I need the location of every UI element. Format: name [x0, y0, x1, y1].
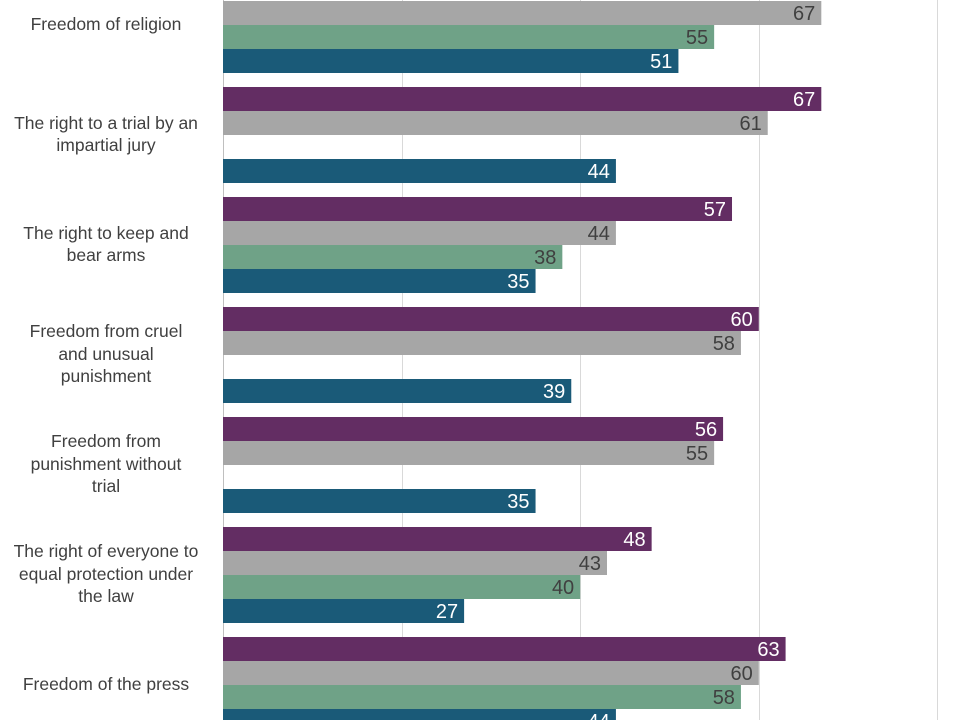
- bar-value-label: 51: [650, 51, 672, 73]
- bar-value-label: 61: [739, 113, 761, 135]
- bar-value-label: 40: [552, 577, 574, 599]
- bar: [223, 221, 616, 245]
- category-label-line: punishment: [60, 366, 152, 387]
- bar-value-label: 57: [704, 199, 726, 221]
- bar-value-label: 58: [713, 333, 735, 355]
- bar-value-label: 43: [579, 553, 601, 575]
- category-label: The right to a trial by an impartial jury: [0, 112, 212, 157]
- bar: [223, 637, 786, 661]
- category-label-line: The right to a trial by an: [14, 112, 198, 133]
- bar-value-label: 35: [507, 271, 529, 293]
- category-label-line: trial: [91, 476, 121, 497]
- category-label: Freedom from punishment without trial: [0, 430, 212, 498]
- bar: [223, 269, 536, 293]
- category-label-line: Freedom of religion: [30, 13, 182, 34]
- bar: [223, 111, 768, 135]
- bar: [223, 331, 741, 355]
- bar-value-label: 35: [507, 491, 529, 513]
- bar-value-label: 60: [731, 309, 753, 331]
- bar: [223, 599, 465, 623]
- bar: [223, 551, 607, 575]
- bar-value-label: 27: [436, 601, 458, 623]
- bar-value-label: 58: [713, 687, 735, 709]
- category-label-line: the law: [78, 586, 134, 607]
- category-label-line: Freedom from: [51, 431, 161, 452]
- bar: [223, 197, 733, 221]
- bar-value-label: 55: [686, 443, 708, 465]
- category-label: Freedom of the press: [0, 673, 212, 696]
- bar: [223, 49, 679, 73]
- category-label-line: Freedom of the press: [22, 673, 190, 694]
- bar-value-label: 60: [731, 663, 753, 685]
- bar: [223, 25, 715, 49]
- bar: [223, 87, 822, 111]
- category-label: Freedom of religion: [0, 13, 212, 36]
- category-label: Freedom from cruel and unusual punishment: [0, 320, 212, 388]
- bar-value-label: 67: [793, 3, 815, 25]
- bar-value-label: 48: [623, 529, 645, 551]
- bar: [223, 685, 741, 709]
- category-label-line: The right of everyone to: [13, 541, 199, 562]
- category-label-line: impartial jury: [56, 135, 156, 155]
- bar-value-label: 39: [543, 381, 565, 403]
- bar: [223, 379, 572, 403]
- bar-value-label: 56: [695, 419, 717, 441]
- category-label-line: punishment without: [30, 453, 182, 474]
- bar-value-label: 38: [534, 247, 556, 269]
- category-label-line: The right to keep and: [23, 222, 189, 243]
- category-label: The right of everyone to equal protection…: [0, 540, 212, 608]
- bar: [223, 709, 616, 720]
- bar: [223, 245, 563, 269]
- category-label-line: equal protection under: [18, 563, 194, 584]
- bar: [223, 417, 724, 441]
- bar-value-label: 44: [588, 223, 610, 245]
- bar-value-label: 55: [686, 27, 708, 49]
- category-label-line: Freedom from cruel: [29, 321, 183, 342]
- bar: [223, 661, 759, 685]
- category-label-line: bear arms: [66, 245, 146, 265]
- bar: [223, 1, 822, 25]
- bar-value-label: 67: [793, 89, 815, 111]
- bar: [223, 307, 759, 331]
- bar: [223, 527, 652, 551]
- bar: [223, 575, 581, 599]
- bar: [223, 441, 715, 465]
- category-label-line: and unusual: [58, 343, 154, 364]
- category-label: The right to keep and bear arms: [0, 222, 212, 267]
- bar-value-label: 63: [757, 639, 779, 661]
- bar-value-label: 44: [588, 711, 610, 720]
- bar: [223, 159, 616, 183]
- bar-value-label: 44: [588, 161, 610, 183]
- bar: [223, 489, 536, 513]
